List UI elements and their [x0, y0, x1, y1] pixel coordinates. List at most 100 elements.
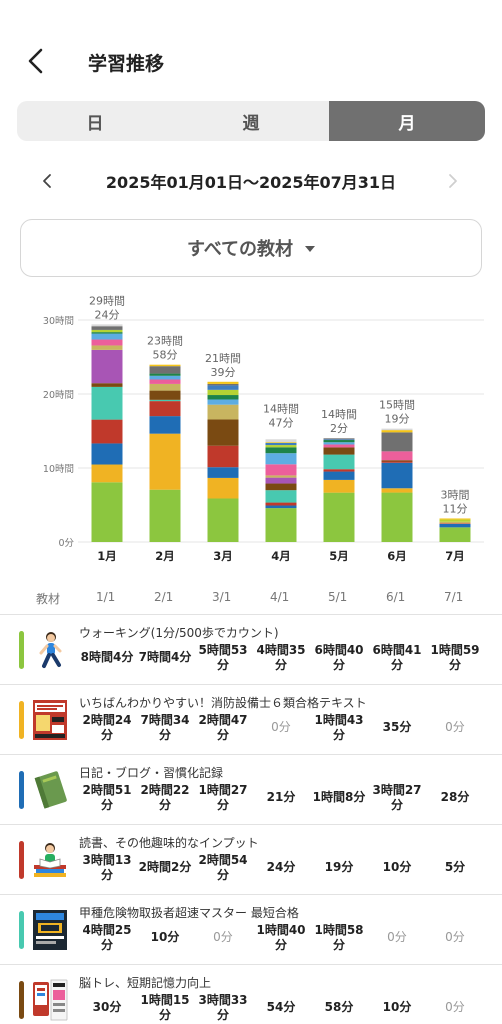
material-color-bar — [19, 701, 24, 739]
material-color-bar — [19, 981, 24, 1019]
app-header: 学習推移 — [0, 40, 502, 84]
value-line: 分 — [274, 938, 287, 952]
bar-total-label: 23時間 — [147, 335, 183, 348]
green-notebook-icon — [32, 769, 68, 811]
bar-total-label: 14時間 — [321, 408, 357, 421]
material-row[interactable]: 甲種危険物取扱者超速マスター 最短合格 4時間25 分 10分 0分 1時間40 分 1時間5… — [0, 894, 502, 964]
tab-week[interactable]: 週 — [242, 113, 260, 134]
material-row[interactable]: 日記・ブログ・習慣化記録 2時間51 分 2時間22 分 1時間27 分 21分 1時間8分 3時… — [0, 754, 502, 824]
value-line: 24分 — [266, 860, 296, 874]
y-tick-label: 20時間 — [43, 390, 74, 401]
bar-segment — [323, 454, 355, 470]
material-period-value: 3時間27 分 — [369, 783, 425, 813]
value-line: 35分 — [382, 720, 412, 734]
bar-segment — [265, 464, 297, 476]
period-column-label: 6/1 — [386, 590, 406, 604]
material-row[interactable]: 読書、その他趣味的なインプット 3時間13 分 2時間2分 2時間54 分 24分 19分 10… — [0, 824, 502, 894]
bar-segment — [323, 471, 355, 480]
material-period-value: 10分 — [369, 860, 425, 875]
material-row[interactable]: いちばんわかりやすい！消防設備士６類合格テキスト 2時間24 分 7時間34 分 2時間4… — [0, 684, 502, 754]
bar-segment — [207, 383, 239, 386]
x-tick-label: 3月 — [213, 549, 233, 563]
value-line: 28分 — [440, 790, 470, 804]
next-period-icon[interactable] — [442, 170, 464, 192]
bar-segment — [91, 383, 123, 387]
value-line: 分 — [158, 798, 171, 812]
period-column-label: 4/1 — [270, 590, 290, 604]
material-period-value: 7時間4分 — [137, 650, 193, 665]
material-period-value: 2時間2分 — [137, 860, 193, 875]
bar-segment — [149, 416, 181, 434]
bar-segment — [381, 451, 413, 461]
bar-total-label: 2分 — [330, 422, 348, 435]
value-line: 1時間59 — [430, 643, 480, 657]
bar-segment — [381, 432, 413, 452]
material-period-value: 1時間59 分 — [427, 643, 483, 673]
back-arrow-icon[interactable] — [22, 46, 52, 76]
material-title: いちばんわかりやすい！消防設備士６類合格テキスト — [79, 696, 367, 710]
bar-segment — [91, 324, 123, 327]
material-period-value: 28分 — [427, 790, 483, 805]
material-period-value: 1時間27 分 — [195, 783, 251, 813]
value-line: 分 — [216, 868, 229, 882]
bar-total-label: 39分 — [211, 366, 236, 379]
bar-segment — [149, 489, 181, 542]
previous-period-icon[interactable] — [36, 170, 58, 192]
tab-day[interactable]: 日 — [86, 113, 104, 134]
tab-month[interactable]: 月 — [329, 101, 485, 141]
material-period-value: 0分 — [427, 930, 483, 945]
x-tick-label: 6月 — [387, 549, 407, 563]
material-period-value: 19分 — [311, 860, 367, 875]
bar-segment — [207, 498, 239, 542]
bar-segment — [439, 523, 471, 528]
value-line: 分 — [100, 728, 113, 742]
value-line: 1時間8分 — [312, 790, 366, 804]
value-line: 分 — [216, 798, 229, 812]
value-line: 3時間27 — [372, 783, 422, 797]
material-period-value: 3時間13 分 — [79, 853, 135, 883]
value-line: 2時間54 — [198, 853, 248, 867]
bar-segment — [381, 461, 413, 463]
value-line: 19分 — [324, 860, 354, 874]
value-line: 1時間43 — [314, 713, 364, 727]
bar-segment — [207, 399, 239, 405]
bar-segment — [91, 326, 123, 330]
value-line: 0分 — [445, 720, 465, 734]
value-line: 1時間58 — [314, 923, 364, 937]
dropdown-caret-icon — [305, 246, 316, 252]
period-column-label: 3/1 — [212, 590, 232, 604]
material-list: ウォーキング(1分/500歩でカウント) 8時間4分 7時間4分 5時間53 分 4時間3… — [0, 614, 502, 1024]
value-line: 58分 — [324, 1000, 354, 1014]
value-line: 2時間22 — [140, 783, 190, 797]
x-tick-label: 5月 — [329, 549, 349, 563]
value-line: 0分 — [445, 930, 465, 944]
value-line: 6時間40 — [314, 643, 364, 657]
value-line: 分 — [332, 938, 345, 952]
value-line: 1時間40 — [256, 923, 306, 937]
bar-segment — [265, 445, 297, 448]
bar-segment — [207, 395, 239, 400]
material-period-value: 54分 — [253, 1000, 309, 1015]
material-period-value: 35分 — [369, 720, 425, 735]
material-period-value: 2時間24 分 — [79, 713, 135, 743]
bar-segment — [91, 349, 123, 384]
bar-segment — [381, 460, 413, 462]
period-column-label: 5/1 — [328, 590, 348, 604]
bar-segment — [265, 453, 297, 465]
bar-segment — [207, 404, 239, 420]
bar-segment — [265, 502, 297, 506]
bar-segment — [149, 390, 181, 400]
bar-segment — [91, 482, 123, 542]
material-filter-dropdown[interactable]: すべての教材 — [20, 219, 482, 277]
material-row[interactable]: ウォーキング(1分/500歩でカウント) 8時間4分 7時間4分 5時間53 分 4時間3… — [0, 614, 502, 684]
bar-segment — [265, 447, 297, 454]
bar-segment — [381, 462, 413, 489]
value-line: 4時間25 — [82, 923, 132, 937]
bar-segment — [207, 467, 239, 478]
material-title: 甲種危険物取扱者超速マスター 最短合格 — [79, 906, 299, 920]
material-row[interactable]: 脳トレ、短期記憶力向上 30分 1時間15 分 3時間33 分 54分 58分 10分 0分 — [0, 964, 502, 1024]
bar-total-label: 47分 — [269, 417, 294, 430]
bar-segment — [323, 492, 355, 542]
value-line: 2時間51 — [82, 783, 132, 797]
value-line: 6時間41 — [372, 643, 422, 657]
